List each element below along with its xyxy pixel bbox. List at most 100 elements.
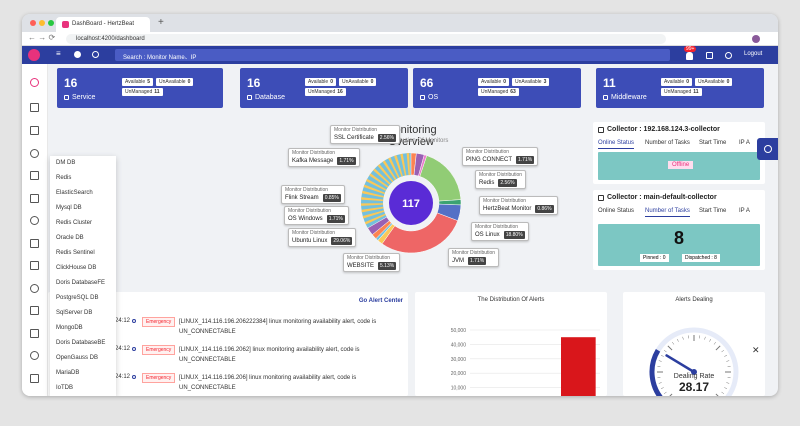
alert-center-link[interactable]: Go Alert Center xyxy=(358,298,403,304)
sidebar-icon[interactable] xyxy=(30,239,39,248)
logo[interactable] xyxy=(28,49,40,61)
stat-chip: UnManaged 63 xyxy=(478,88,519,96)
stat-value: 0 xyxy=(370,79,374,85)
bar xyxy=(561,337,596,396)
max-dot[interactable] xyxy=(48,20,54,26)
alert-dot xyxy=(132,375,136,379)
collector-tab[interactable]: Online Status xyxy=(598,208,635,214)
card-label: OS xyxy=(428,94,439,101)
gauge-tick xyxy=(667,345,673,351)
menu-item[interactable]: ClickHouse DB xyxy=(56,265,97,271)
menu-item[interactable]: MariaDB xyxy=(56,370,80,376)
menu-item[interactable]: Doris DatabaseBE xyxy=(56,340,106,346)
menu-item[interactable]: Redis Sentinel xyxy=(56,250,95,256)
collector-tab[interactable]: IP A xyxy=(739,208,750,214)
tooltip-header: Monitor Distribution xyxy=(334,127,378,133)
menu-item[interactable]: OpenGauss DB xyxy=(56,355,99,361)
collector-tab[interactable]: Start Time xyxy=(699,140,727,146)
sidebar-icon[interactable] xyxy=(30,126,39,135)
collector-tab[interactable]: IP A xyxy=(739,140,750,146)
sidebar-icon[interactable] xyxy=(30,284,39,293)
active-tab[interactable]: DashBoard - HertzBeat xyxy=(56,17,150,32)
stat-value: 0 xyxy=(330,79,333,85)
slice-tooltip: Monitor Distribution SSL Certificate 2.56% xyxy=(330,125,400,144)
menu-item[interactable]: DM DB xyxy=(56,160,76,166)
menu-item[interactable]: Redis Cluster xyxy=(56,220,93,226)
card-count: 16 xyxy=(247,76,261,90)
y-tick-label: 50,000 xyxy=(451,328,467,334)
close-dot[interactable] xyxy=(30,20,36,26)
sidebar-icon[interactable] xyxy=(30,306,39,315)
sidebar-icon[interactable] xyxy=(30,194,39,203)
bell[interactable] xyxy=(686,52,693,60)
menu-icon[interactable]: ≡ xyxy=(56,49,61,58)
menu-item[interactable]: PostgreSQL DB xyxy=(56,295,99,301)
gauge-tick xyxy=(713,341,716,345)
slice-percent: 0.86% xyxy=(535,205,554,213)
sidebar-icon[interactable] xyxy=(30,216,39,225)
tooltip-row: Kafka Message 1.71% xyxy=(292,157,356,165)
tooltip-header: Monitor Distribution xyxy=(475,224,519,230)
menu-item[interactable]: Redis xyxy=(56,175,72,181)
logout[interactable]: Logout xyxy=(744,51,763,57)
card-label: Service xyxy=(72,94,96,101)
sidebar-icon[interactable] xyxy=(30,374,39,383)
card-count: 66 xyxy=(420,76,434,90)
tooltip-header: Monitor Distribution xyxy=(483,198,527,204)
slice-tooltip: Monitor Distribution WEBSITE 5.13% xyxy=(343,253,401,272)
sidebar-icon[interactable] xyxy=(30,329,39,338)
summary-card: 11 Middleware Available 0 UnAvailable 0 UnMana… xyxy=(596,68,764,108)
slice-name: PING CONNECT xyxy=(466,157,513,163)
help-icon[interactable] xyxy=(92,51,99,58)
fullscreen-icon[interactable]: ✕ xyxy=(752,345,760,355)
card-label: Middleware xyxy=(611,94,647,101)
min-dot[interactable] xyxy=(39,20,45,26)
sidebar-icon[interactable] xyxy=(30,78,39,87)
pinned: Pinned : 0 xyxy=(640,254,669,262)
profile[interactable] xyxy=(752,35,760,43)
settings-drawer-button[interactable] xyxy=(757,138,778,160)
gauge-tick xyxy=(726,360,730,362)
sidebar-icon[interactable] xyxy=(30,351,39,360)
gauge-tick xyxy=(721,391,725,394)
gauge-tick xyxy=(724,354,728,357)
menu-item[interactable]: Mysql DB xyxy=(56,205,82,211)
nav-buttons[interactable]: ← → ⟳ xyxy=(28,33,56,42)
menu-item[interactable]: Doris DatabaseFE xyxy=(56,280,106,286)
address-box[interactable]: localhost:4200/dashboard xyxy=(66,34,666,44)
menu-item[interactable]: Oracle DB xyxy=(56,235,84,241)
sidebar-icon[interactable] xyxy=(30,103,39,112)
menu-item[interactable]: ElasticSearch xyxy=(56,190,93,196)
alert-level: Emergency xyxy=(142,317,176,327)
sidebar-icon[interactable] xyxy=(30,261,39,270)
slice-name: WEBSITE xyxy=(347,263,375,269)
bar-chart: 010,00020,00030,00040,00050,000WarningCr… xyxy=(451,328,600,396)
tab-bar: DashBoard - HertzBeat + xyxy=(22,14,778,32)
alert-text: [LINUX_114.116.196.206] linux monitoring… xyxy=(179,375,357,391)
slice-percent: 18.80% xyxy=(503,231,525,239)
new-tab[interactable]: + xyxy=(158,17,164,28)
overview-subtitle: The Distribution Of Monitors xyxy=(373,138,449,144)
lock-icon[interactable] xyxy=(706,52,713,59)
menu-item[interactable]: IoTDB xyxy=(56,385,74,391)
settings-icon[interactable] xyxy=(725,52,732,59)
collector-tab[interactable]: Number of Tasks xyxy=(645,140,690,146)
sidebar-icon[interactable] xyxy=(30,149,39,158)
collector-panel: Collector : main-default-collector Online… xyxy=(593,190,765,270)
slice-tooltip: Monitor Distribution Ubuntu Linux 29.06% xyxy=(288,228,357,247)
collector-tab[interactable]: Start Time xyxy=(699,208,727,214)
menu-item[interactable]: MongoDB xyxy=(56,325,83,331)
sidebar-icon[interactable] xyxy=(30,171,39,180)
collector-tab[interactable]: Online Status xyxy=(598,140,635,149)
github-icon[interactable] xyxy=(74,51,81,58)
gauge-tick xyxy=(658,360,662,362)
collector-tab[interactable]: Number of Tasks xyxy=(645,208,690,217)
slice-name: OS Linux xyxy=(475,232,500,238)
menu-item[interactable]: SqlServer DB xyxy=(56,310,93,316)
alert-text: [LINUX_114.116.196.206222384] linux moni… xyxy=(179,319,377,335)
search-bar[interactable]: Search : Monitor Name、IP xyxy=(115,49,670,61)
gauge-tick xyxy=(715,345,721,351)
slice-percent: 2.56% xyxy=(498,179,517,187)
